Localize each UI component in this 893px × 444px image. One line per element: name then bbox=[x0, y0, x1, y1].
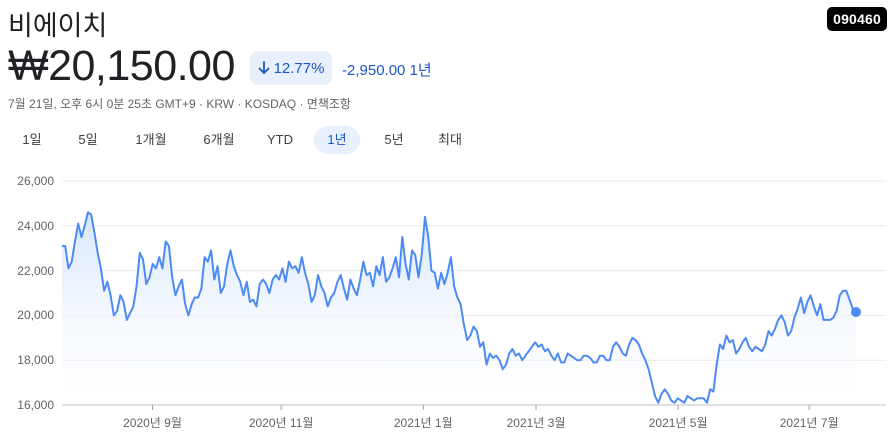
x-tick-label: 2021년 5월 bbox=[648, 416, 708, 430]
price-chart[interactable]: 26,000 24,000 22,000 20,000 18,000 16,000 2020… bbox=[0, 165, 893, 444]
tab-ytd[interactable]: YTD bbox=[267, 132, 293, 147]
tab-5y[interactable]: 5년 bbox=[384, 132, 404, 147]
tab-1d[interactable]: 1일 bbox=[22, 132, 42, 147]
arrow-down-icon bbox=[258, 61, 269, 74]
y-tick-label: 24,000 bbox=[17, 218, 54, 233]
x-tick-label: 2021년 1월 bbox=[393, 416, 453, 430]
y-tick-label: 18,000 bbox=[17, 353, 54, 368]
tab-6m[interactable]: 6개월 bbox=[203, 132, 235, 147]
x-tick-label: 2021년 3월 bbox=[506, 416, 566, 430]
y-tick-label: 16,000 bbox=[17, 398, 54, 412]
latest-price-dot bbox=[851, 307, 861, 318]
tab-5d[interactable]: 5일 bbox=[78, 132, 98, 147]
y-tick-label: 22,000 bbox=[17, 263, 54, 278]
x-tick-label: 2020년 9월 bbox=[123, 416, 182, 430]
price-area-fill bbox=[62, 212, 856, 405]
x-tick-label: 2021년 7월 bbox=[779, 416, 839, 430]
change-percent-badge: 12.77% bbox=[250, 51, 332, 85]
ticker-badge: 090460 bbox=[827, 7, 887, 31]
price-chart-svg bbox=[62, 180, 886, 410]
change-percent-text: 12.77% bbox=[273, 59, 325, 77]
x-tick-label: 2020년 11월 bbox=[248, 416, 314, 430]
change-absolute: -2,950.00 1년 bbox=[342, 62, 432, 79]
tab-1y[interactable]: 1년 bbox=[314, 126, 360, 154]
company-name: 비에이치 bbox=[8, 11, 108, 41]
current-price: ₩20,150.00 bbox=[8, 42, 235, 90]
y-tick-label: 26,000 bbox=[17, 174, 54, 188]
tab-max[interactable]: 최대 bbox=[438, 132, 462, 147]
meta-line: 7월 21일, 오후 6시 0분 25초 GMT+9 · KRW · KOSDA… bbox=[8, 97, 351, 111]
tab-1m[interactable]: 1개월 bbox=[135, 132, 167, 147]
price-line bbox=[62, 211, 857, 404]
y-tick-label: 20,000 bbox=[17, 308, 54, 323]
